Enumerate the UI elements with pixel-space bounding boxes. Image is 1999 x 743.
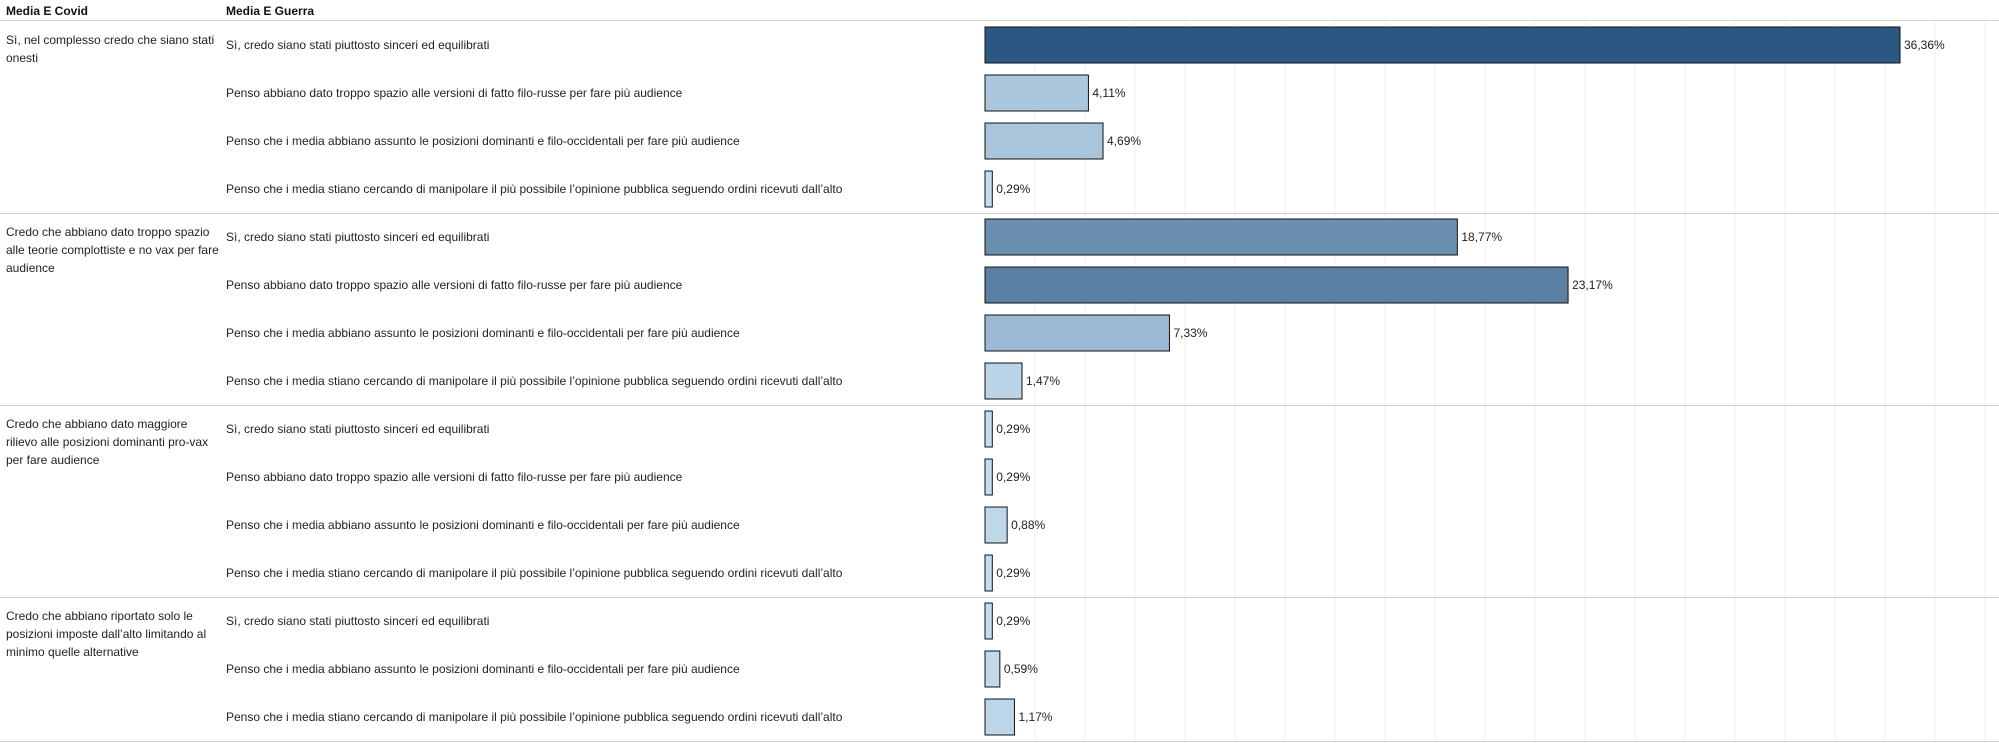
column-header-media-guerra: Media E Guerra	[226, 4, 315, 18]
grid-lines	[1034, 21, 1986, 741]
bar	[984, 698, 1015, 736]
row-label: Sì, credo siano stati piuttosto sinceri …	[226, 422, 489, 436]
bar	[984, 218, 1458, 256]
group-label: Credo che abbiano dato maggiore rilievo a…	[6, 417, 208, 467]
bar	[984, 554, 993, 592]
row-label: Penso abbiano dato troppo spazio alle ve…	[226, 470, 683, 484]
bar	[984, 170, 993, 208]
bar	[984, 122, 1104, 160]
group-label: Credo che abbiano riportato solo le posiz…	[6, 609, 206, 659]
row-label: Penso abbiano dato troppo spazio alle ve…	[226, 86, 683, 100]
value-label: 0,29%	[996, 422, 1030, 436]
row-label: Penso che i media abbiano assunto le pos…	[226, 518, 740, 532]
group-label: Sì, nel complesso credo che siano stati o…	[6, 33, 214, 65]
value-label: 1,17%	[1018, 710, 1052, 724]
group-1: Sì, nel complesso credo che siano stati o…	[0, 26, 1999, 214]
group-3: Credo che abbiano dato maggiore rilievo a…	[0, 410, 1999, 598]
value-label: 4,69%	[1107, 134, 1141, 148]
bar	[984, 506, 1008, 544]
value-label: 0,29%	[996, 566, 1030, 580]
bar	[984, 26, 1901, 64]
row-label: Penso che i media stiano cercando di man…	[226, 710, 843, 724]
row-label: Sì, credo siano stati piuttosto sinceri …	[226, 38, 489, 52]
value-label: 36,36%	[1904, 38, 1945, 52]
row-label: Penso che i media abbiano assunto le pos…	[226, 326, 740, 340]
row-label: Penso che i media abbiano assunto le pos…	[226, 134, 740, 148]
bar	[984, 458, 993, 496]
bar	[984, 650, 1001, 688]
bar	[984, 602, 993, 640]
value-label: 0,29%	[996, 614, 1030, 628]
group-2: Credo che abbiano dato troppo spazio alle…	[0, 218, 1999, 406]
value-label: 0,88%	[1011, 518, 1045, 532]
value-label: 18,77%	[1461, 230, 1502, 244]
row-label: Sì, credo siano stati piuttosto sinceri …	[226, 230, 489, 244]
bar	[984, 410, 993, 448]
bar	[984, 362, 1023, 400]
value-label: 0,29%	[996, 182, 1030, 196]
group-label: Credo che abbiano dato troppo spazio alle…	[6, 225, 219, 275]
column-header-media-covid: Media E Covid	[6, 4, 89, 18]
row-label: Penso che i media stiano cercando di man…	[226, 374, 843, 388]
value-label: 4,11%	[1092, 86, 1125, 100]
bar	[984, 266, 1569, 304]
group-4: Credo che abbiano riportato solo le posiz…	[0, 602, 1999, 742]
value-label: 7,33%	[1173, 326, 1207, 340]
value-label: 1,47%	[1026, 374, 1060, 388]
bar	[984, 314, 1170, 352]
value-label: 23,17%	[1572, 278, 1613, 292]
header-divider	[0, 20, 1999, 21]
row-label: Penso che i media stiano cercando di man…	[226, 566, 843, 580]
row-label: Penso abbiano dato troppo spazio alle ve…	[226, 278, 683, 292]
row-label: Sì, credo siano stati piuttosto sinceri …	[226, 614, 489, 628]
row-label: Penso che i media stiano cercando di man…	[226, 182, 843, 196]
bar	[984, 74, 1089, 112]
value-label: 0,29%	[996, 470, 1030, 484]
value-label: 0,59%	[1004, 662, 1038, 676]
row-label: Penso che i media abbiano assunto le pos…	[226, 662, 740, 676]
